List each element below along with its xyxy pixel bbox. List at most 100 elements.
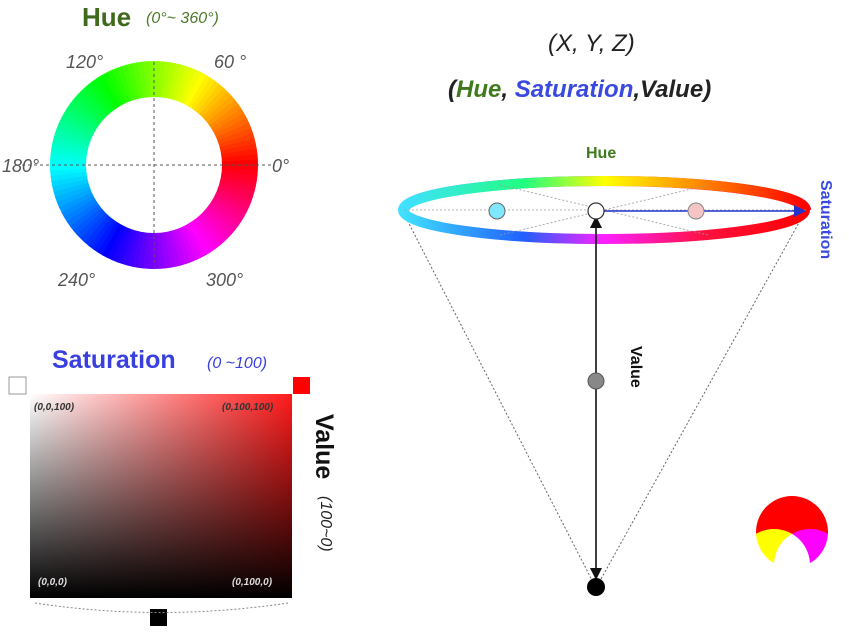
- hue-range: (0°~ 360°): [146, 10, 219, 27]
- hue-ring-segment: [183, 71, 206, 108]
- hue-ring-segment: [111, 225, 131, 263]
- hue-ring-segment: [56, 188, 94, 209]
- angle-120: 120°: [66, 52, 104, 72]
- hue-ring-segment: [50, 159, 89, 166]
- hue-ring-segment: [200, 208, 232, 239]
- hue-ring-segment: [207, 103, 242, 130]
- hue-ring-segment: [50, 171, 89, 183]
- hue-ring-segment: [195, 83, 224, 116]
- hue-ring-segment: [52, 178, 91, 193]
- hue-ring-segment: [219, 171, 258, 182]
- hue-ring-segment: [69, 203, 104, 232]
- hue-ring-segment: [203, 206, 236, 235]
- hue-ring-segment: [66, 103, 101, 130]
- hue-ring-segment: [76, 209, 108, 240]
- angle-0: 0°: [272, 156, 290, 176]
- cone-hue-ring-top: [399, 176, 811, 211]
- hue-ring-segment: [189, 218, 216, 253]
- hue-ring-segment: [53, 182, 92, 198]
- hue-ring-segment: [160, 230, 172, 269]
- hue-ring-segment: [131, 62, 144, 101]
- hsv-open: (: [448, 76, 456, 103]
- hue-ring-segment: [58, 191, 96, 214]
- hue-ring-segment: [53, 132, 92, 149]
- value-title: Value: [310, 414, 338, 480]
- hue-ring-segment: [167, 63, 181, 102]
- hue-ring-segment: [97, 220, 122, 256]
- hue-ring-segment: [61, 194, 98, 218]
- hue-ring-segment: [106, 223, 128, 261]
- corner-bottom-right: (0,100,0): [232, 577, 273, 588]
- hue-ring-segment: [215, 184, 254, 203]
- hue-ring-segment: [136, 61, 148, 100]
- hue-ring-segment: [170, 64, 187, 103]
- hue-ring-segment: [212, 191, 250, 213]
- hue-ring-segment: [84, 214, 113, 247]
- hue-ring-segment: [115, 66, 134, 104]
- hue-ring-segment: [214, 121, 252, 142]
- hue-ring-segment: [55, 185, 93, 204]
- hsv-hue: Hue: [456, 76, 502, 103]
- hue-ring-segment: [187, 220, 212, 256]
- hue-ring-segment: [183, 221, 207, 258]
- hue-ring-segment: [216, 181, 255, 198]
- rgb-venn: [738, 496, 846, 601]
- hue-ring-segment: [180, 223, 203, 261]
- hue-ring-segment: [50, 165, 89, 172]
- hue-ring-segment: [121, 227, 138, 266]
- cyan-point: [488, 202, 506, 220]
- hue-ring-segment: [164, 229, 177, 268]
- angle-180: 180°: [2, 156, 40, 176]
- coords-label: (X, Y, Z): [548, 30, 635, 57]
- hue-ring-segment: [92, 218, 119, 253]
- hue-ring-segment: [192, 80, 220, 114]
- hue-ring-segment: [83, 84, 113, 117]
- hue-ring-segment: [163, 62, 176, 101]
- cone-value-label: Value: [627, 346, 644, 388]
- hue-ring-segment: [54, 127, 93, 146]
- hue-ring-segment: [174, 226, 193, 264]
- hue-ring-segment: [126, 63, 141, 102]
- hue-ring-segment: [73, 206, 106, 236]
- hue-ring-segment: [50, 148, 89, 159]
- saturation-title: Saturation: [52, 346, 176, 374]
- hue-ring-segment: [210, 112, 247, 136]
- hue-ring-segment: [216, 132, 255, 148]
- hsv-saturation: Saturation: [514, 76, 634, 103]
- hsv-sep1: ,: [501, 76, 515, 103]
- hue-ring-segment: [137, 230, 148, 269]
- hue-ring-segment: [177, 67, 197, 105]
- hue-ring-segment: [195, 213, 225, 246]
- hue-ring-segment: [219, 153, 258, 162]
- hue-ring-segment: [60, 113, 97, 136]
- hue-ring-segment: [204, 98, 239, 127]
- cone-hue-label: Hue: [586, 145, 617, 162]
- hue-ring-segment: [218, 142, 257, 155]
- hue-ring-segment: [80, 211, 111, 243]
- black-swatch: [150, 609, 167, 626]
- hue-ring-segment: [207, 200, 242, 227]
- bottom-arc: [34, 602, 289, 613]
- hue-ring-segment: [110, 67, 131, 105]
- hue-ring-segment: [63, 198, 99, 223]
- hue-wheel: [50, 61, 258, 269]
- hue-ring-segment: [147, 61, 154, 100]
- hue-ring-segment: [116, 226, 135, 265]
- hue-ring-segment: [219, 164, 258, 171]
- hue-ring-segment: [69, 99, 103, 127]
- hue-ring-segment: [171, 227, 187, 266]
- hsv-value: Value: [640, 76, 704, 103]
- corner-top-left: (0,0,100): [34, 402, 75, 413]
- hue-ring-segment: [212, 116, 250, 139]
- value-arrowhead-top: [590, 216, 602, 228]
- hue-ring-segment: [197, 87, 228, 119]
- hue-ring-segment: [200, 90, 232, 121]
- white-point: [587, 202, 605, 220]
- hue-ring-segment: [132, 229, 145, 268]
- hue-ring-segment: [211, 194, 248, 217]
- hue-title: Hue: [82, 2, 132, 32]
- pink-point: [687, 202, 705, 220]
- hue-ring-segment: [217, 137, 256, 152]
- venn-blue: [774, 529, 846, 601]
